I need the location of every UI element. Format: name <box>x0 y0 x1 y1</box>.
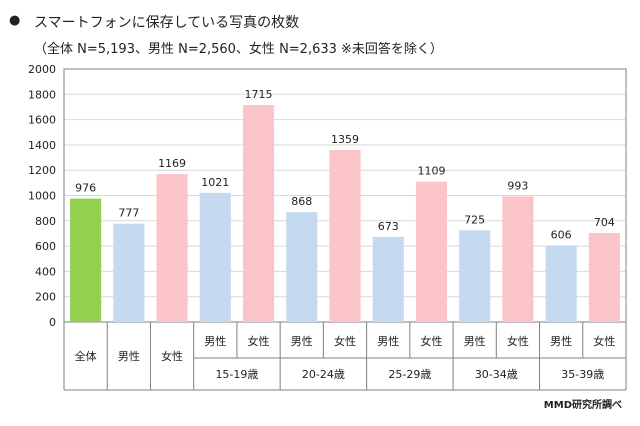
sub-category-label: 男性 <box>550 334 572 348</box>
sub-category-label: 男性 <box>291 334 313 348</box>
y-tick-label: 1800 <box>28 88 56 101</box>
data-label: 1359 <box>331 133 359 146</box>
bar-male <box>372 236 404 322</box>
sub-category-label: 女性 <box>334 334 356 348</box>
data-label: 1169 <box>158 157 186 170</box>
category-label: 30-34歳 <box>475 368 518 381</box>
sub-category-label: 男性 <box>464 334 486 348</box>
bar-male <box>545 245 577 322</box>
chart-subtitle: （全体 N=5,193、男性 N=2,560、女性 N=2,633 ※未回答を除… <box>34 42 443 57</box>
bar-female <box>242 105 275 323</box>
y-tick-label: 2000 <box>28 63 56 76</box>
y-tick-label: 0 <box>49 316 56 329</box>
y-tick-label: 600 <box>35 240 56 253</box>
category-label: 20-24歳 <box>302 368 345 381</box>
category-label: 女性 <box>161 349 183 363</box>
data-label: 673 <box>378 220 399 233</box>
bar-male <box>113 223 145 322</box>
category-label: 15-19歳 <box>215 368 258 381</box>
data-label: 606 <box>551 228 572 241</box>
data-label: 868 <box>291 195 312 208</box>
chart-title: スマートフォンに保存している写真の枚数 <box>34 15 300 31</box>
data-label: 1715 <box>245 88 273 101</box>
sub-category-label: 男性 <box>377 334 399 348</box>
bar-female <box>329 150 361 322</box>
bar-male <box>199 192 231 322</box>
bar-female <box>415 181 448 322</box>
data-label: 976 <box>75 182 96 195</box>
data-label: 704 <box>594 216 615 229</box>
data-label: 725 <box>464 213 485 226</box>
sub-category-label: 女性 <box>248 334 270 348</box>
data-label: 1021 <box>201 176 229 189</box>
y-tick-label: 1400 <box>28 139 56 152</box>
bar-female <box>156 174 188 322</box>
y-tick-label: 1600 <box>28 114 56 127</box>
y-tick-label: 1200 <box>28 164 56 177</box>
bar-male <box>286 212 318 322</box>
sub-category-label: 女性 <box>420 334 442 348</box>
y-tick-label: 800 <box>35 215 56 228</box>
category-label: 35-39歳 <box>561 368 604 381</box>
category-label: 全体 <box>75 349 97 363</box>
category-label: 25-29歳 <box>388 368 431 381</box>
title-bullet: ● <box>9 13 21 28</box>
y-tick-label: 200 <box>35 291 56 304</box>
data-label: 777 <box>118 207 139 220</box>
y-tick-label: 1000 <box>28 190 56 203</box>
bar-female <box>588 232 620 322</box>
bar-female <box>502 196 534 322</box>
data-label: 1109 <box>417 165 445 178</box>
bar-all <box>70 198 102 322</box>
bar-male <box>459 230 491 322</box>
sub-category-label: 女性 <box>593 334 615 348</box>
category-label: 男性 <box>118 349 140 363</box>
source-credit: MMD研究所調べ <box>543 400 622 411</box>
sub-category-label: 女性 <box>507 334 529 348</box>
data-label: 993 <box>507 179 528 192</box>
y-tick-label: 400 <box>35 265 56 278</box>
sub-category-label: 男性 <box>204 334 226 348</box>
